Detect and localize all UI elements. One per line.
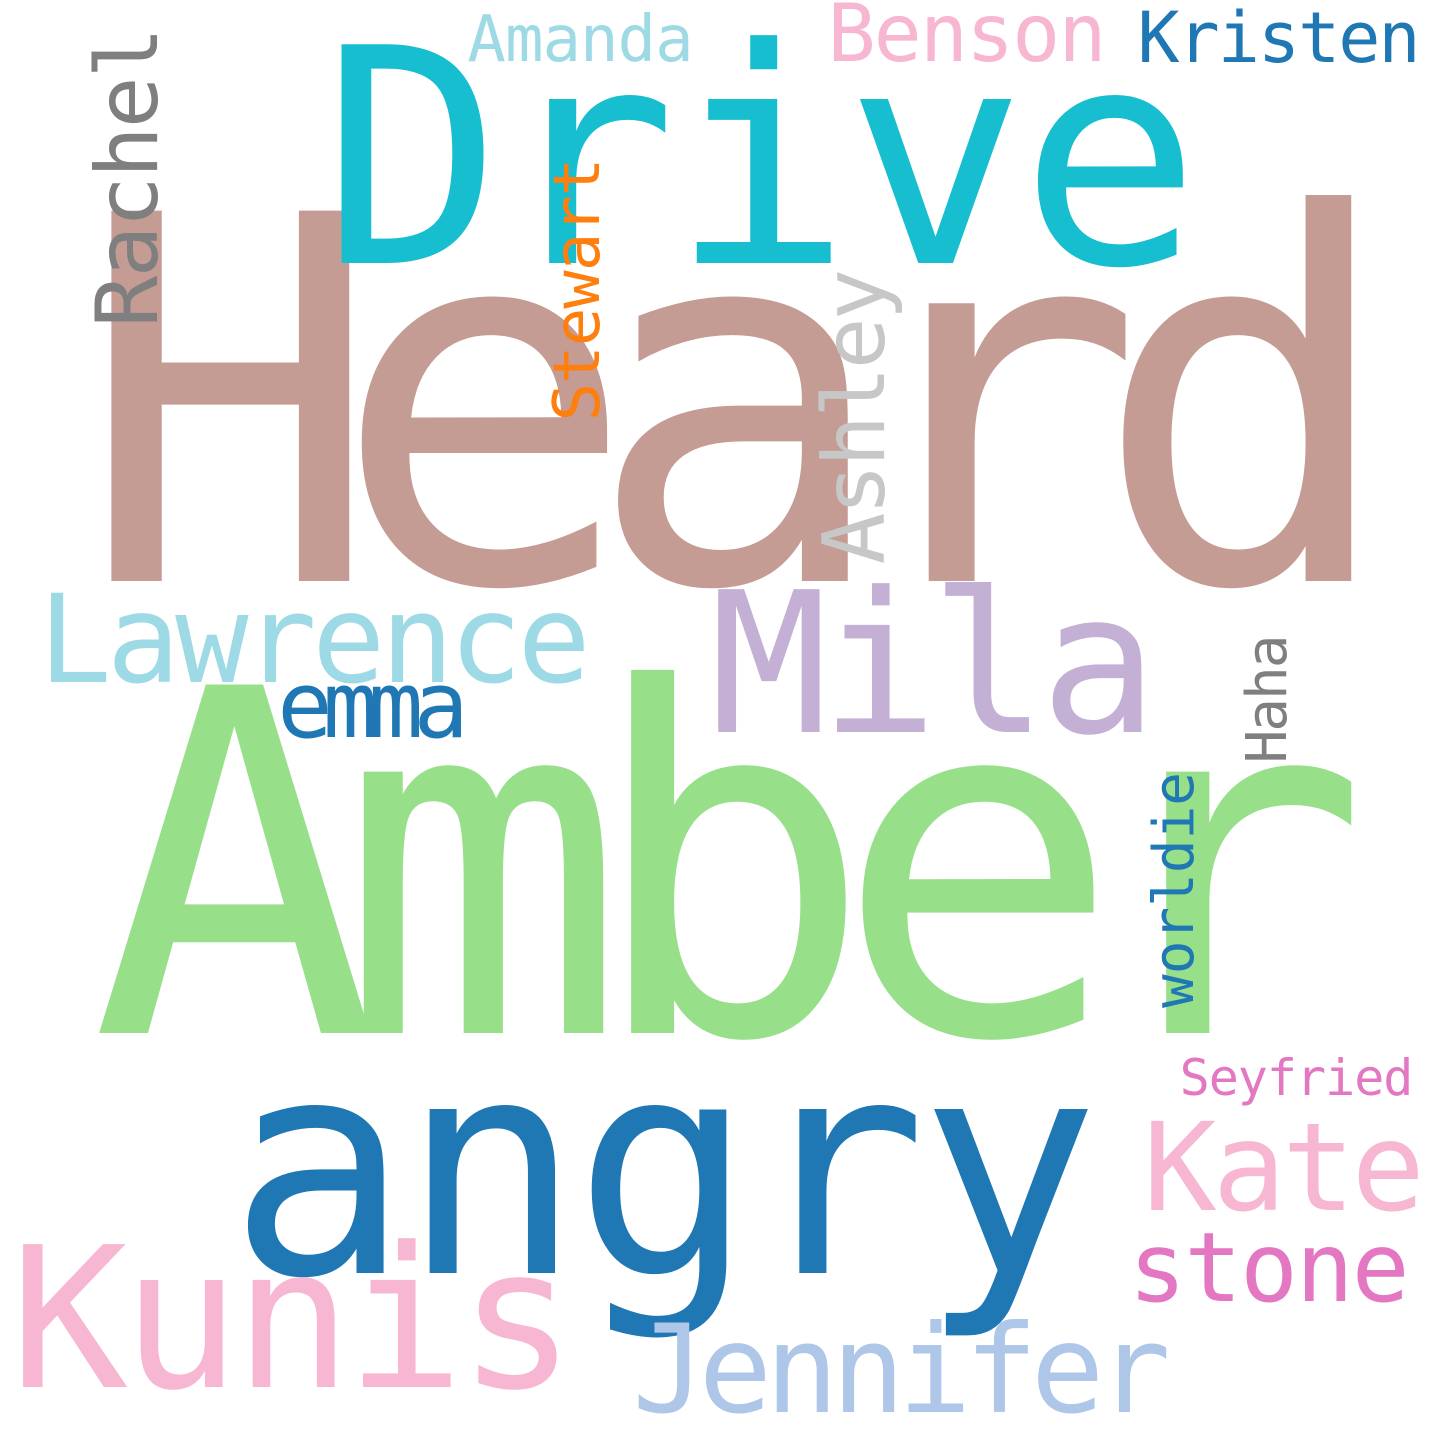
- word-rachel: Rachel: [78, 28, 178, 328]
- word-heard: Heard: [77, 109, 1398, 701]
- word-haha: Haha: [1235, 636, 1300, 764]
- word-mila: Mila: [709, 551, 1158, 779]
- word-lawrence: Lawrence: [38, 569, 591, 711]
- word-stewart: Stewart: [541, 158, 615, 422]
- word-jennifer: Jennifer: [632, 1299, 1171, 1440]
- word-amber: Amber: [90, 589, 1370, 1146]
- word-kate: Kate: [1143, 1097, 1425, 1239]
- word-worldie: worldie: [1142, 771, 1207, 1009]
- word-stone: stone: [1128, 1212, 1410, 1324]
- word-emma: emma: [277, 652, 469, 759]
- word-ashley: Ashley: [805, 271, 905, 565]
- word-kunis: Kunis: [9, 1206, 576, 1434]
- word-drive: Drive: [321, 0, 1200, 334]
- word-angry: angry: [228, 995, 1099, 1344]
- word-amanda: Amanda: [467, 3, 693, 77]
- word-seyfried: Seyfried: [1179, 1049, 1414, 1107]
- word-benson: Benson: [827, 0, 1107, 80]
- word-kristen: Kristen: [1137, 0, 1420, 79]
